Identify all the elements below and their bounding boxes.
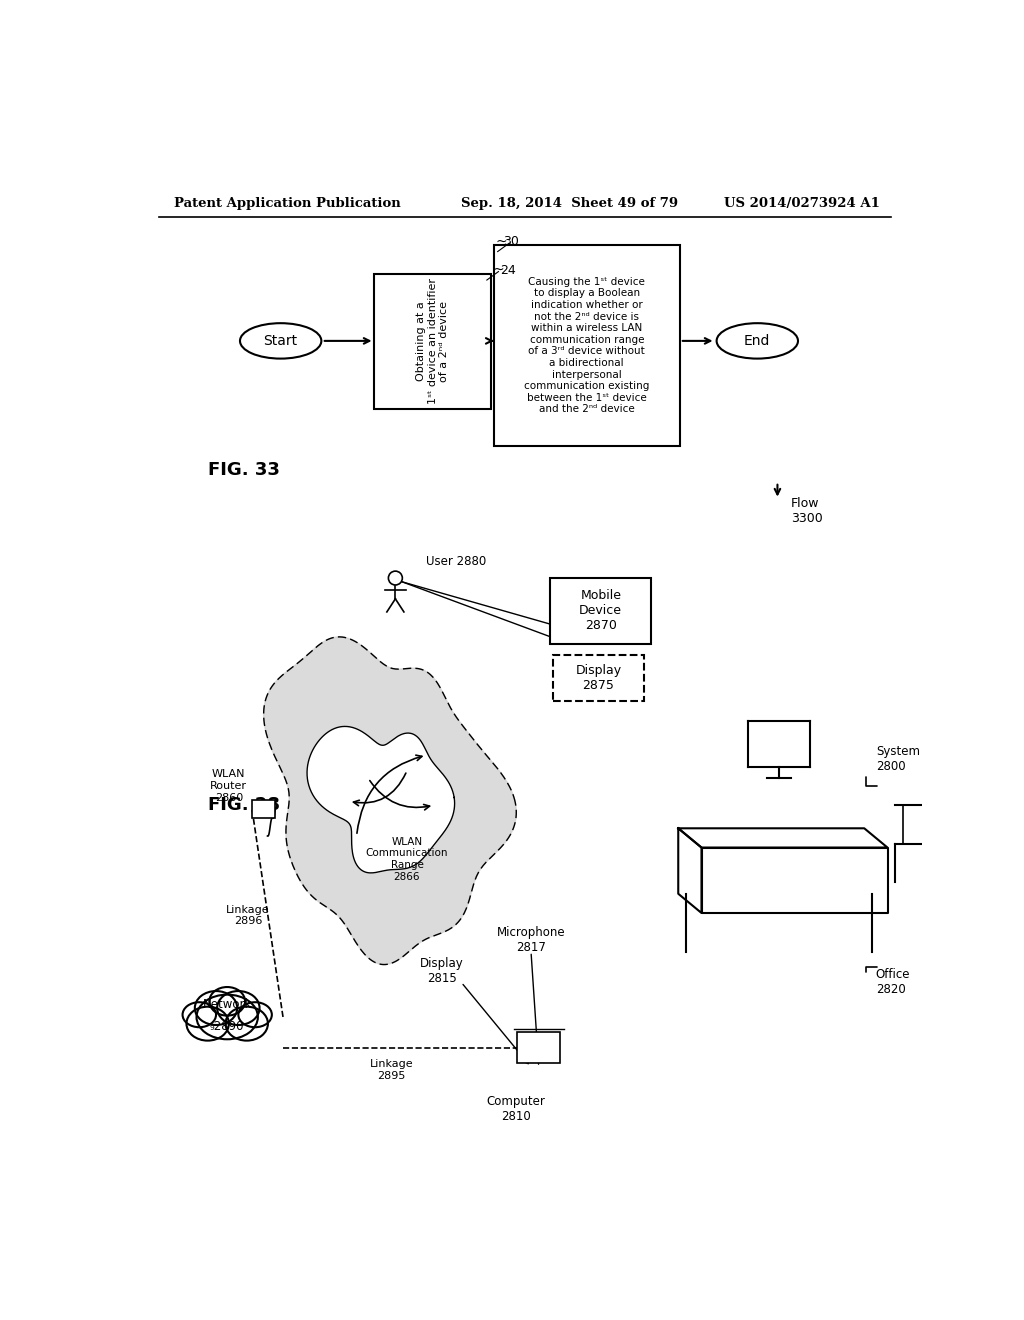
Text: 24: 24: [500, 264, 516, 277]
Text: Display
2875: Display 2875: [575, 664, 622, 692]
Ellipse shape: [182, 1002, 216, 1027]
Text: End: End: [744, 334, 770, 348]
Ellipse shape: [239, 1002, 271, 1027]
Text: ~: ~: [496, 235, 507, 248]
Text: ₉2890: ₉2890: [210, 1020, 245, 1034]
Text: Display
2815: Display 2815: [420, 957, 464, 985]
Text: WLAN
Router
2860: WLAN Router 2860: [210, 770, 247, 803]
Text: Obtaining at a
1ˢᵗ device an identifier
of a 2ⁿᵈ device: Obtaining at a 1ˢᵗ device an identifier …: [416, 279, 450, 404]
Text: Linkage
2895: Linkage 2895: [370, 1059, 414, 1081]
Circle shape: [388, 572, 402, 585]
Text: System
2800: System 2800: [876, 744, 920, 774]
Polygon shape: [701, 847, 888, 913]
Text: Mobile
Device
2870: Mobile Device 2870: [580, 589, 623, 632]
Text: Linkage
2896: Linkage 2896: [226, 904, 270, 927]
Text: WLAN
Communication
Range
2866: WLAN Communication Range 2866: [366, 837, 449, 882]
Ellipse shape: [186, 1007, 229, 1040]
Bar: [550, 578, 651, 644]
Text: Network: Network: [203, 998, 252, 1011]
Ellipse shape: [195, 991, 238, 1026]
Ellipse shape: [209, 987, 245, 1015]
Text: Microphone
2817: Microphone 2817: [497, 925, 565, 954]
Text: Office
2820: Office 2820: [876, 969, 910, 997]
Text: ~: ~: [493, 263, 504, 277]
Text: US 2014/0273924 A1: US 2014/0273924 A1: [724, 197, 880, 210]
Polygon shape: [678, 829, 888, 847]
Text: FIG. 28: FIG. 28: [208, 796, 280, 814]
Text: Flow
3300: Flow 3300: [791, 498, 822, 525]
Text: Computer
2810: Computer 2810: [486, 1096, 545, 1123]
Polygon shape: [263, 636, 516, 965]
Bar: [375, 275, 490, 409]
Ellipse shape: [197, 995, 258, 1039]
Text: Causing the 1ˢᵗ device
to display a Boolean
indication whether or
not the 2ⁿᵈ de: Causing the 1ˢᵗ device to display a Bool…: [524, 277, 649, 414]
Bar: [553, 655, 644, 701]
Text: Start: Start: [263, 334, 298, 348]
Text: User 2880: User 2880: [426, 554, 486, 568]
Bar: [252, 800, 275, 818]
Text: Patent Application Publication: Patent Application Publication: [174, 197, 401, 210]
Text: 30: 30: [503, 235, 519, 248]
Text: FIG. 33: FIG. 33: [208, 461, 280, 479]
Bar: [517, 1032, 560, 1063]
Polygon shape: [307, 726, 455, 873]
Ellipse shape: [217, 991, 259, 1026]
Text: Sep. 18, 2014  Sheet 49 of 79: Sep. 18, 2014 Sheet 49 of 79: [461, 197, 678, 210]
Polygon shape: [678, 829, 701, 913]
Ellipse shape: [225, 1007, 268, 1040]
Bar: [494, 246, 680, 446]
